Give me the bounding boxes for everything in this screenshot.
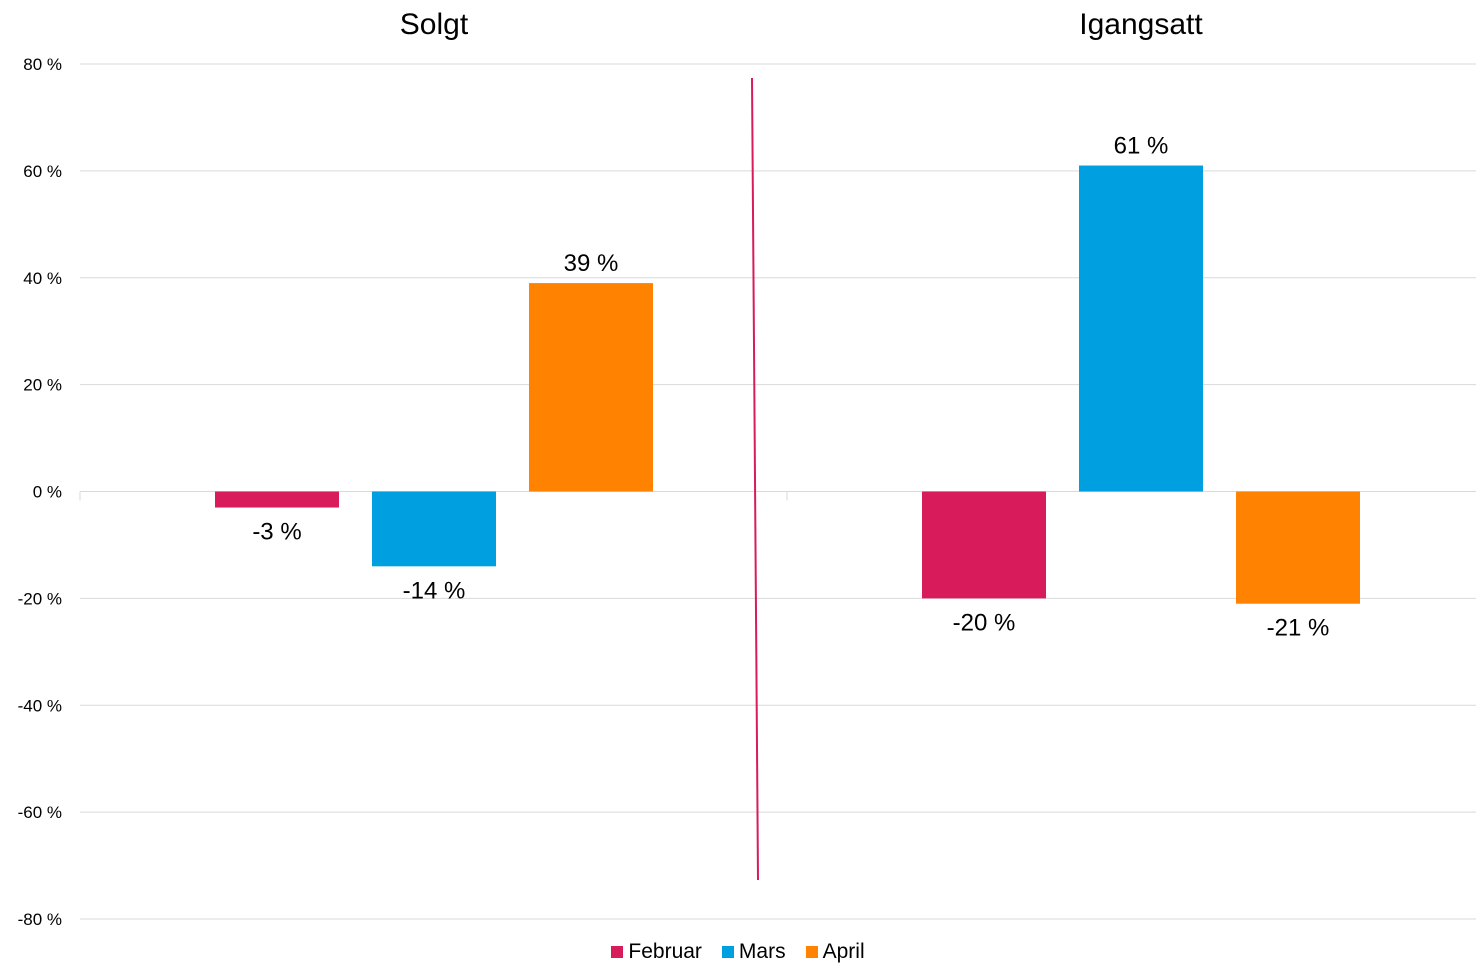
data-label: -20 % (953, 609, 1016, 636)
y-tick-label: 40 % (23, 269, 62, 288)
y-tick-label: -60 % (18, 803, 62, 822)
bar (215, 491, 339, 508)
y-tick-label: 60 % (23, 162, 62, 181)
legend-swatch (611, 946, 624, 958)
data-label: 61 % (1114, 133, 1169, 160)
category-label: Igangsatt (1079, 8, 1203, 41)
y-tick-label: 0 % (33, 483, 62, 502)
y-tick-label: 20 % (23, 376, 62, 395)
y-tick-label: -40 % (18, 696, 62, 715)
y-tick-label: 80 % (23, 55, 62, 74)
bar (372, 491, 496, 567)
legend-swatch (721, 946, 734, 958)
legend-swatch (805, 946, 818, 958)
legend-label: Februar (628, 940, 702, 963)
legend-label: April (822, 940, 865, 963)
data-label: -3 % (252, 519, 301, 546)
data-label: 39 % (564, 250, 619, 277)
bar (529, 283, 653, 492)
y-tick-label: -20 % (18, 589, 62, 608)
data-label: -21 % (1267, 615, 1330, 642)
bar (1236, 491, 1360, 604)
data-label: -14 % (403, 577, 466, 604)
bar (1079, 165, 1203, 492)
legend: Februar Mars April (0, 940, 1476, 964)
divider-line (751, 77, 759, 881)
legend-label: Mars (738, 940, 786, 963)
legend-item: April (805, 940, 865, 964)
bar (922, 491, 1046, 599)
legend-item: Mars (721, 940, 786, 964)
category-label: Solgt (400, 8, 469, 41)
legend-item: Februar (611, 940, 702, 964)
y-tick-label: -80 % (18, 910, 62, 929)
